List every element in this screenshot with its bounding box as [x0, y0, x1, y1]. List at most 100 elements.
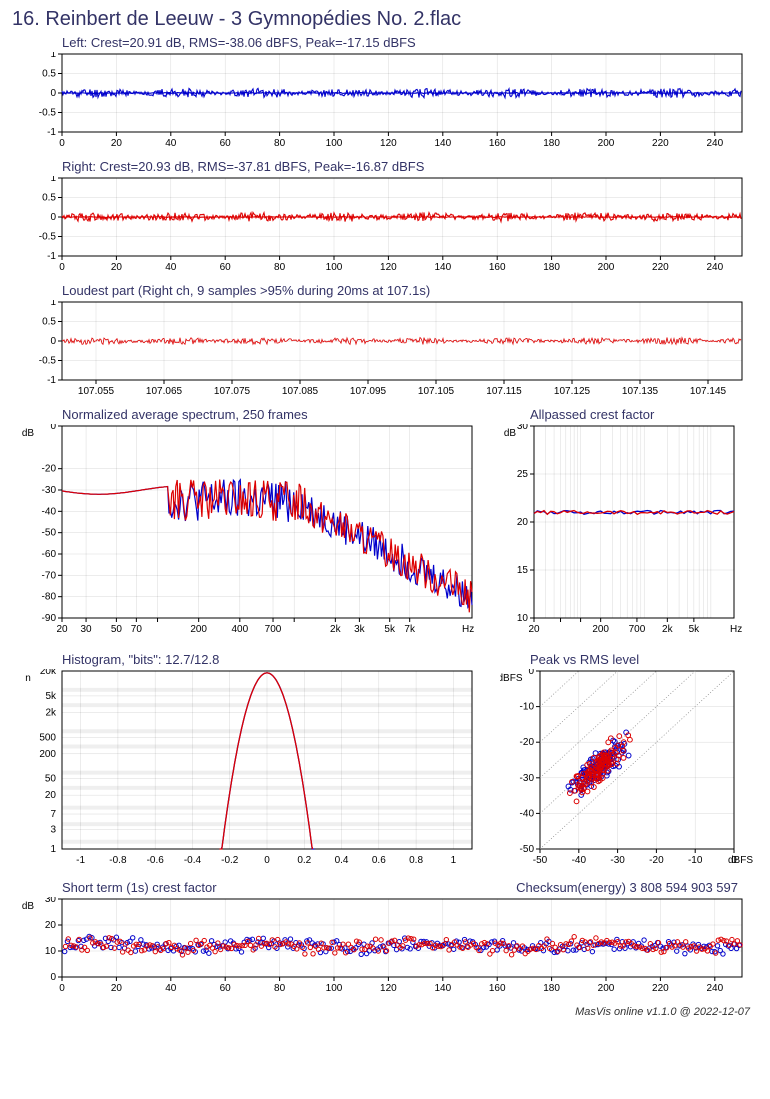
svg-text:-0.6: -0.6: [147, 855, 165, 866]
svg-text:1: 1: [50, 844, 56, 855]
svg-text:dB: dB: [22, 428, 35, 439]
waveform-right-title: Right: Crest=20.93 dB, RMS=-37.81 dBFS, …: [62, 159, 758, 174]
svg-text:0: 0: [59, 262, 65, 273]
svg-text:-30: -30: [42, 485, 57, 496]
svg-text:20: 20: [517, 517, 529, 528]
svg-text:140: 140: [434, 983, 451, 994]
svg-text:120: 120: [380, 262, 397, 273]
svg-text:-20: -20: [42, 464, 57, 475]
svg-text:-10: -10: [520, 702, 535, 713]
svg-text:0.8: 0.8: [409, 855, 423, 866]
svg-text:20: 20: [528, 624, 540, 635]
svg-text:dBFS: dBFS: [500, 673, 523, 684]
svg-text:120: 120: [380, 983, 397, 994]
svg-text:-1: -1: [47, 251, 56, 262]
svg-text:50: 50: [111, 624, 123, 635]
svg-text:1: 1: [50, 52, 56, 60]
svg-text:3k: 3k: [354, 624, 366, 635]
svg-text:100: 100: [326, 262, 343, 273]
svg-text:20k: 20k: [40, 669, 57, 677]
svg-text:-0.5: -0.5: [39, 108, 57, 119]
svg-text:0: 0: [528, 669, 534, 677]
svg-text:2k: 2k: [330, 624, 342, 635]
svg-text:2k: 2k: [45, 707, 57, 718]
svg-text:-0.4: -0.4: [184, 855, 202, 866]
svg-text:0.4: 0.4: [335, 855, 349, 866]
svg-text:-20: -20: [520, 737, 535, 748]
svg-text:60: 60: [220, 983, 232, 994]
svg-text:-40: -40: [520, 808, 535, 819]
svg-text:0.5: 0.5: [42, 69, 56, 80]
svg-text:120: 120: [380, 138, 397, 149]
histogram-panel: Histogram, "bits": 12.7/12.8 -1-0.8-0.6-…: [12, 650, 492, 874]
svg-text:-60: -60: [42, 549, 57, 560]
svg-text:20: 20: [111, 262, 123, 273]
svg-text:0: 0: [264, 855, 270, 866]
svg-text:0: 0: [59, 138, 65, 149]
svg-text:220: 220: [652, 138, 669, 149]
svg-text:-30: -30: [520, 773, 535, 784]
svg-text:5k: 5k: [689, 624, 701, 635]
svg-text:160: 160: [489, 983, 506, 994]
svg-text:107.055: 107.055: [78, 386, 115, 397]
svg-text:107.105: 107.105: [418, 386, 455, 397]
spectrum-panel: Normalized average spectrum, 250 frames …: [12, 405, 492, 644]
svg-text:0.5: 0.5: [42, 193, 56, 204]
allpass-title: Allpassed crest factor: [530, 407, 758, 422]
svg-text:-1: -1: [47, 127, 56, 138]
svg-text:240: 240: [706, 262, 723, 273]
svg-text:220: 220: [652, 983, 669, 994]
svg-text:10: 10: [517, 613, 529, 624]
svg-text:1: 1: [451, 855, 457, 866]
svg-text:70: 70: [131, 624, 143, 635]
peak-rms-chart: -50-40-30-20-100-50-40-30-20-100dBFSdBFS: [500, 669, 756, 869]
histogram-chart: -1-0.8-0.6-0.4-0.200.20.40.60.8113720502…: [12, 669, 492, 869]
svg-text:25: 25: [517, 469, 529, 480]
svg-text:100: 100: [326, 983, 343, 994]
svg-text:-80: -80: [42, 592, 57, 603]
svg-text:Hz: Hz: [462, 624, 474, 635]
svg-text:1: 1: [50, 176, 56, 184]
svg-text:80: 80: [274, 138, 286, 149]
svg-text:500: 500: [39, 732, 56, 743]
svg-text:60: 60: [220, 262, 232, 273]
loudest-title: Loudest part (Right ch, 9 samples >95% d…: [62, 283, 758, 298]
svg-text:-0.5: -0.5: [39, 356, 57, 367]
peak-rms-panel: Peak vs RMS level -50-40-30-20-100-50-40…: [500, 650, 758, 874]
svg-text:200: 200: [598, 983, 615, 994]
short-crest-panel: Short term (1s) crest factor Checksum(en…: [12, 880, 758, 1002]
svg-text:0: 0: [59, 983, 65, 994]
svg-text:107.115: 107.115: [486, 386, 522, 397]
svg-text:100: 100: [326, 138, 343, 149]
svg-text:40: 40: [165, 262, 177, 273]
svg-text:dBFS: dBFS: [728, 855, 753, 866]
svg-text:220: 220: [652, 262, 669, 273]
svg-text:0.6: 0.6: [372, 855, 386, 866]
svg-text:200: 200: [598, 262, 615, 273]
svg-text:3: 3: [50, 824, 56, 835]
svg-text:dB: dB: [504, 428, 517, 439]
svg-text:5k: 5k: [384, 624, 396, 635]
svg-text:20: 20: [45, 790, 57, 801]
svg-text:107.145: 107.145: [690, 386, 727, 397]
footer-text: MasVis online v1.1.0 @ 2022-12-07: [12, 1006, 758, 1018]
svg-text:0: 0: [50, 336, 56, 347]
svg-text:0: 0: [50, 212, 56, 223]
svg-text:dB: dB: [22, 901, 35, 912]
svg-text:20: 20: [45, 920, 57, 931]
svg-text:180: 180: [543, 138, 560, 149]
waveform-left-title: Left: Crest=20.91 dB, RMS=-38.06 dBFS, P…: [62, 35, 758, 50]
svg-text:20: 20: [111, 138, 123, 149]
svg-text:20: 20: [111, 983, 123, 994]
svg-text:-40: -40: [42, 506, 57, 517]
svg-text:200: 200: [39, 749, 56, 760]
waveform-left-panel: Left: Crest=20.91 dB, RMS=-38.06 dBFS, P…: [12, 35, 758, 157]
svg-text:0.2: 0.2: [297, 855, 311, 866]
svg-text:30: 30: [81, 624, 93, 635]
waveform-right-chart: 020406080100120140160180200220240-1-0.50…: [12, 176, 758, 276]
svg-text:-50: -50: [520, 844, 535, 855]
svg-text:200: 200: [592, 624, 609, 635]
svg-text:-30: -30: [610, 855, 625, 866]
svg-text:15: 15: [517, 565, 529, 576]
allpass-chart: 202007002k5k1015202530dBHz: [500, 424, 756, 639]
